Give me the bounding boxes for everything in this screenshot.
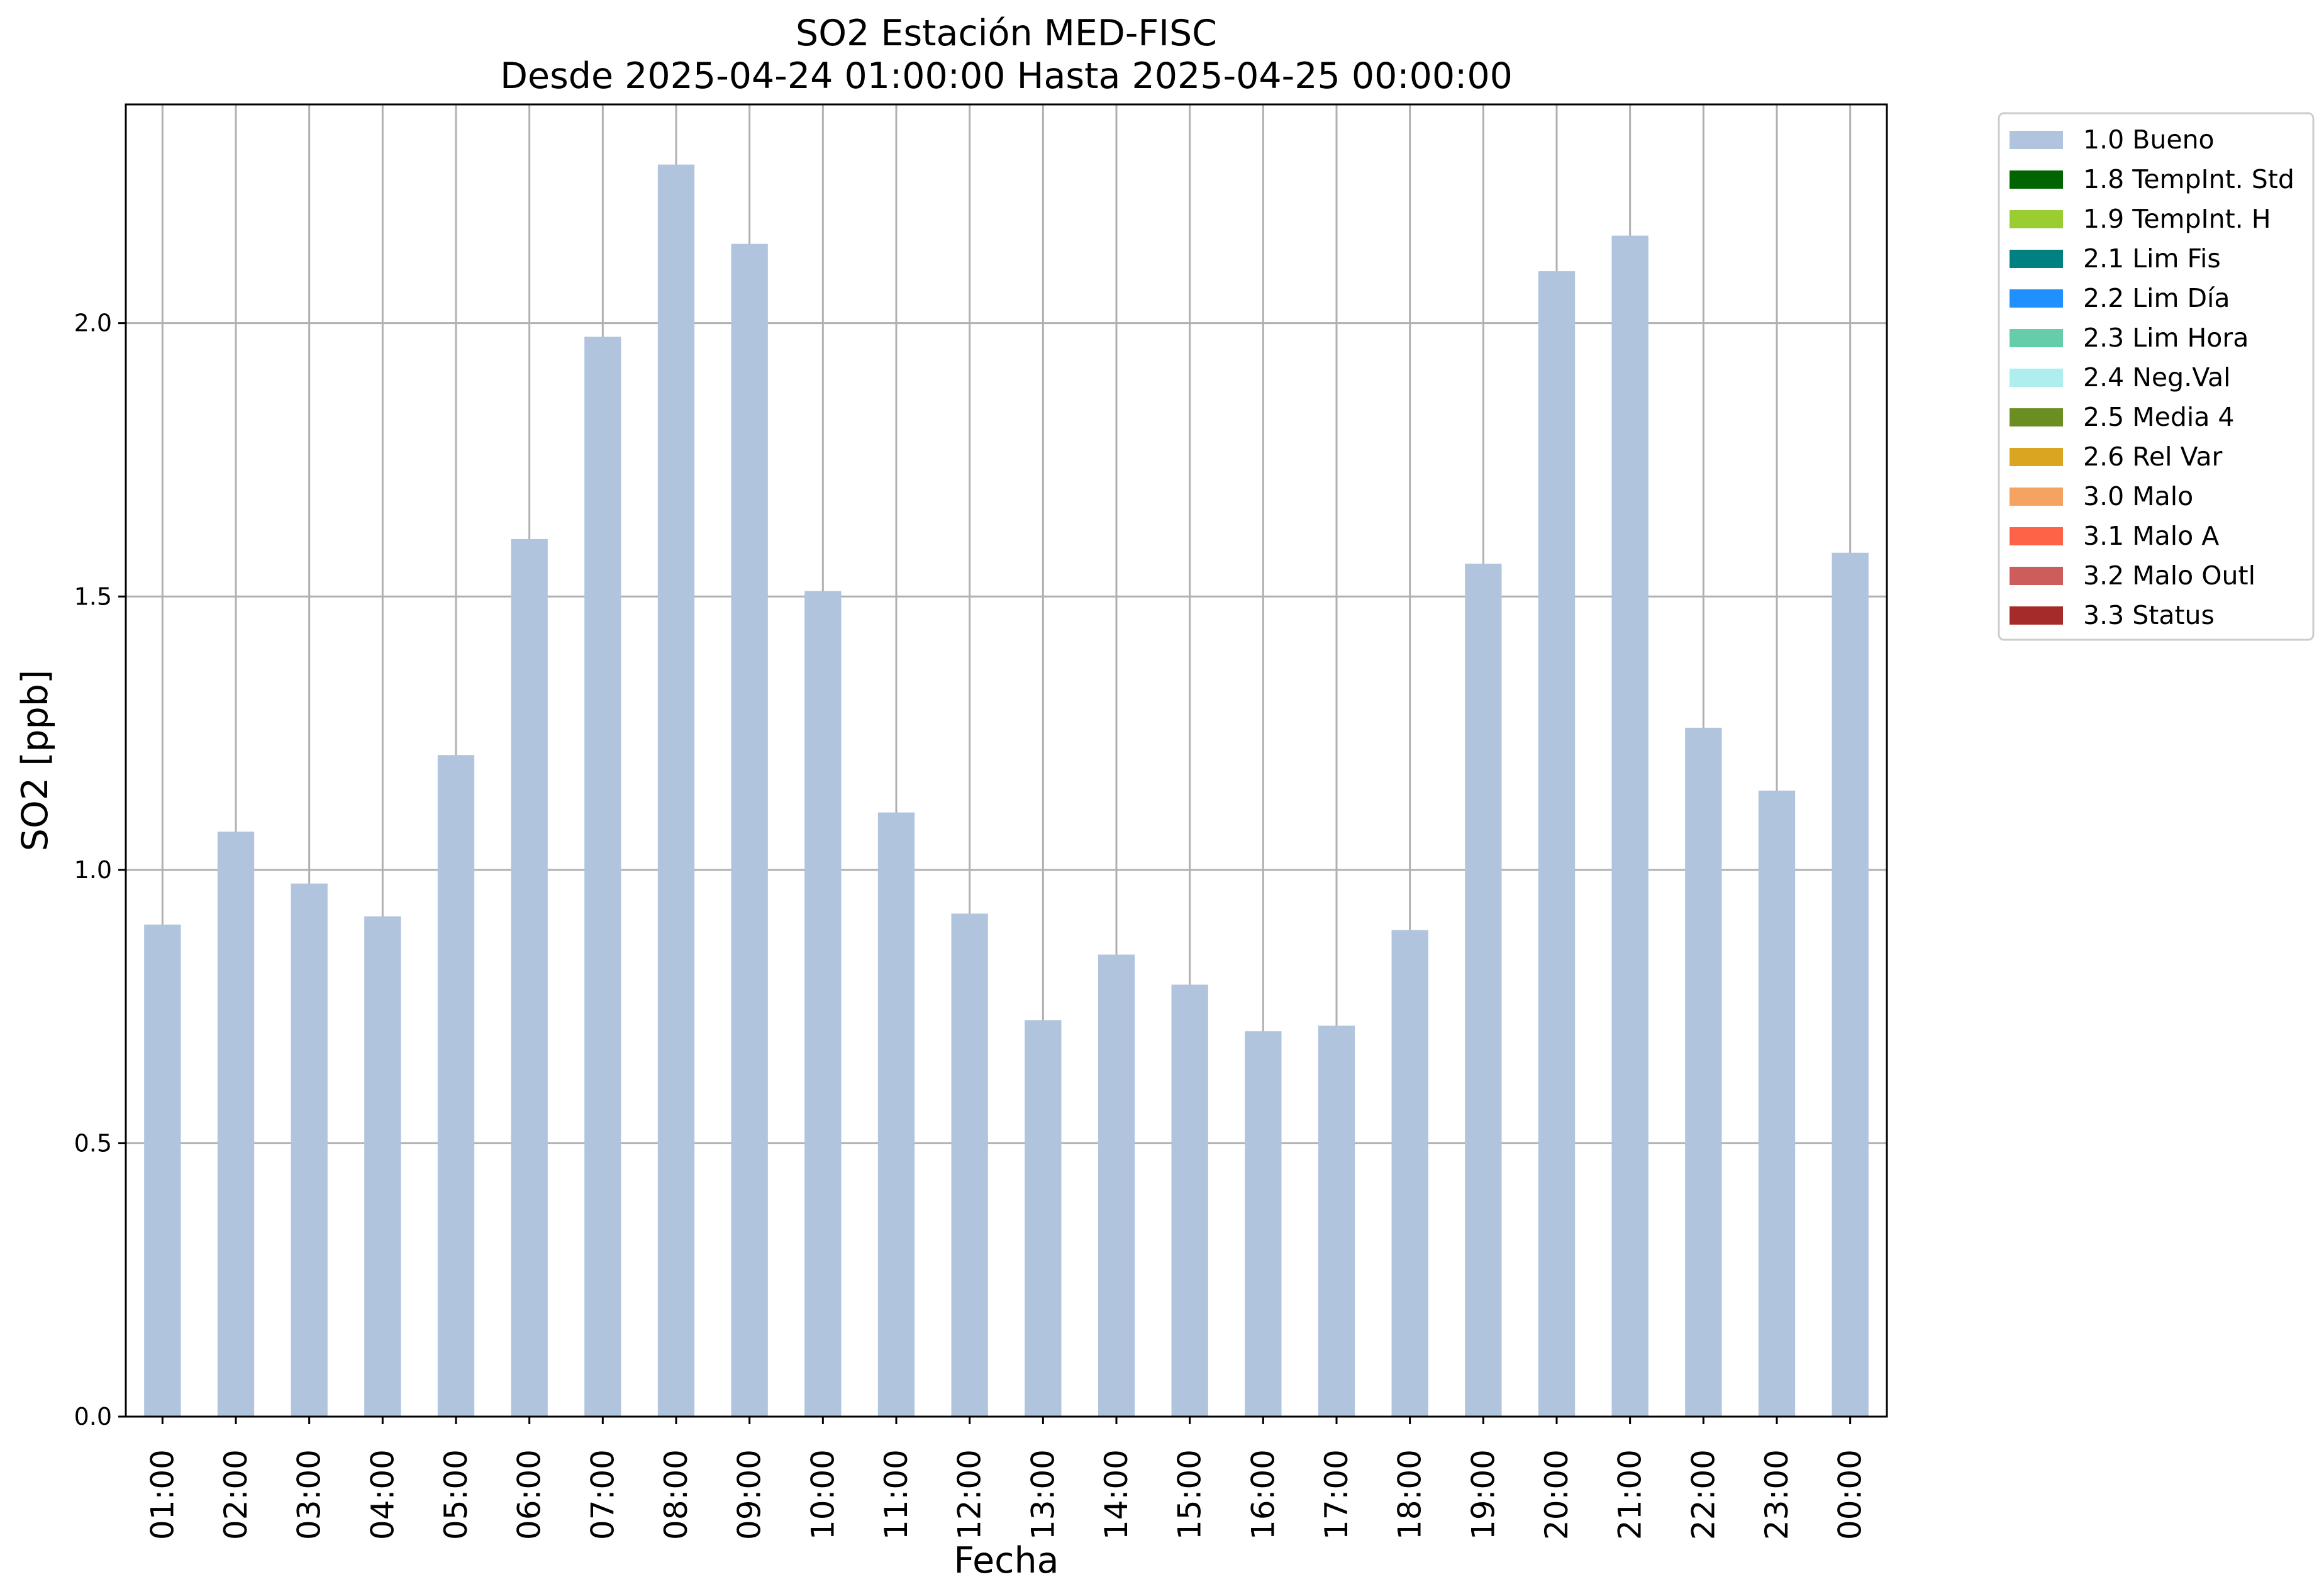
legend-swatch <box>2010 408 2063 426</box>
bar <box>364 916 401 1417</box>
x-tick-label: 11:00 <box>878 1449 915 1540</box>
bar <box>731 243 768 1417</box>
x-tick-label: 04:00 <box>364 1449 401 1540</box>
legend-swatch <box>2010 567 2063 585</box>
bar <box>1318 1025 1355 1417</box>
legend-label: 1.0 Bueno <box>2083 125 2215 155</box>
y-tick-label: 0.0 <box>74 1403 112 1430</box>
chart-title: SO2 Estación MED-FISC <box>796 13 1217 54</box>
bar <box>657 164 695 1417</box>
x-tick-label: 01:00 <box>144 1449 181 1540</box>
bar <box>1025 1020 1062 1417</box>
bar <box>1611 235 1648 1417</box>
x-tick-label: 12:00 <box>952 1449 988 1540</box>
y-tick-label: 1.5 <box>74 582 112 610</box>
legend-swatch <box>2010 369 2063 387</box>
legend-label: 3.3 Status <box>2083 600 2215 630</box>
x-tick-label: 18:00 <box>1392 1449 1428 1540</box>
bar <box>511 538 548 1417</box>
x-tick-label: 07:00 <box>584 1449 621 1540</box>
x-tick-label: 16:00 <box>1245 1449 1281 1540</box>
x-tick-label: 08:00 <box>658 1449 694 1540</box>
bar <box>1465 564 1502 1417</box>
legend-swatch <box>2010 329 2063 347</box>
x-axis: 01:00 02:00 03:00 04:00 05:00 06:00 07:00 08:00… <box>144 1417 1869 1540</box>
legend-swatch <box>2010 131 2063 149</box>
bar <box>291 883 328 1417</box>
bar <box>217 831 255 1417</box>
x-tick-label: 19:00 <box>1465 1449 1501 1540</box>
bar <box>1685 727 1722 1417</box>
legend-label: 3.2 Malo Outl <box>2083 560 2255 591</box>
x-tick-label: 09:00 <box>731 1449 768 1540</box>
legend: 1.0 Bueno 1.8 TempInt. Std 1.9 TempInt. H 2… <box>1998 112 2315 641</box>
legend-swatch <box>2010 210 2063 228</box>
x-axis-label: Fecha <box>954 1540 1059 1581</box>
plot-frame <box>125 103 1888 1418</box>
x-tick-label: 06:00 <box>511 1449 548 1540</box>
y-tick-label: 0.5 <box>74 1129 112 1157</box>
bar <box>1538 271 1576 1417</box>
x-tick-label: 00:00 <box>1832 1449 1869 1540</box>
legend-label: 2.1 Lim Fis <box>2083 243 2221 274</box>
bars <box>144 164 1869 1417</box>
bar <box>584 337 621 1417</box>
bar <box>804 591 842 1417</box>
legend-swatch <box>2010 250 2063 268</box>
x-tick-label: 22:00 <box>1685 1449 1721 1540</box>
legend-label: 3.0 Malo <box>2083 481 2193 511</box>
legend-label: 3.1 Malo A <box>2083 521 2219 551</box>
y-tick-label: 1.0 <box>74 856 112 884</box>
x-tick-label: 03:00 <box>291 1449 328 1540</box>
legend-label: 2.6 Rel Var <box>2083 442 2223 472</box>
x-tick-label: 15:00 <box>1172 1449 1208 1540</box>
legend-swatch <box>2010 527 2063 545</box>
legend-swatch <box>2010 448 2063 466</box>
x-tick-label: 21:00 <box>1612 1449 1648 1540</box>
x-tick-label: 20:00 <box>1538 1449 1575 1540</box>
bar <box>951 913 988 1417</box>
x-tick-label: 17:00 <box>1318 1449 1355 1540</box>
legend-swatch <box>2010 170 2063 189</box>
y-axis: 0.0 0.5 1.0 1.5 2.0 <box>74 309 126 1430</box>
x-tick-label: 10:00 <box>804 1449 841 1540</box>
y-axis-label: SO2 [ppb] <box>14 670 56 851</box>
bar <box>1098 954 1135 1417</box>
bar <box>1758 790 1796 1417</box>
legend-label: 1.9 TempInt. H <box>2083 204 2271 234</box>
bar <box>1171 984 1208 1417</box>
legend-label: 2.3 Lim Hora <box>2083 323 2249 353</box>
legend-label: 1.8 TempInt. Std <box>2083 164 2294 194</box>
x-tick-label: 02:00 <box>218 1449 254 1540</box>
bar <box>877 812 915 1417</box>
x-tick-label: 05:00 <box>438 1449 474 1540</box>
legend-swatch <box>2010 488 2063 506</box>
legend-frame <box>1998 112 2315 641</box>
bar <box>1832 552 1869 1417</box>
chart-subtitle: Desde 2025-04-24 01:00:00 Hasta 2025-04-… <box>500 55 1513 97</box>
y-tick-label: 2.0 <box>74 309 112 337</box>
legend-swatch <box>2010 606 2063 625</box>
bar <box>437 755 475 1417</box>
legend-label: 2.2 Lim Día <box>2083 283 2230 313</box>
bar <box>144 924 181 1417</box>
legend-label: 2.5 Media 4 <box>2083 402 2235 432</box>
legend-label: 2.4 Neg.Val <box>2083 362 2231 393</box>
legend-swatch <box>2010 289 2063 308</box>
x-tick-label: 14:00 <box>1098 1449 1135 1540</box>
bar <box>1245 1031 1282 1417</box>
bar <box>1391 930 1428 1417</box>
x-tick-label: 13:00 <box>1025 1449 1061 1540</box>
x-tick-label: 23:00 <box>1759 1449 1795 1540</box>
